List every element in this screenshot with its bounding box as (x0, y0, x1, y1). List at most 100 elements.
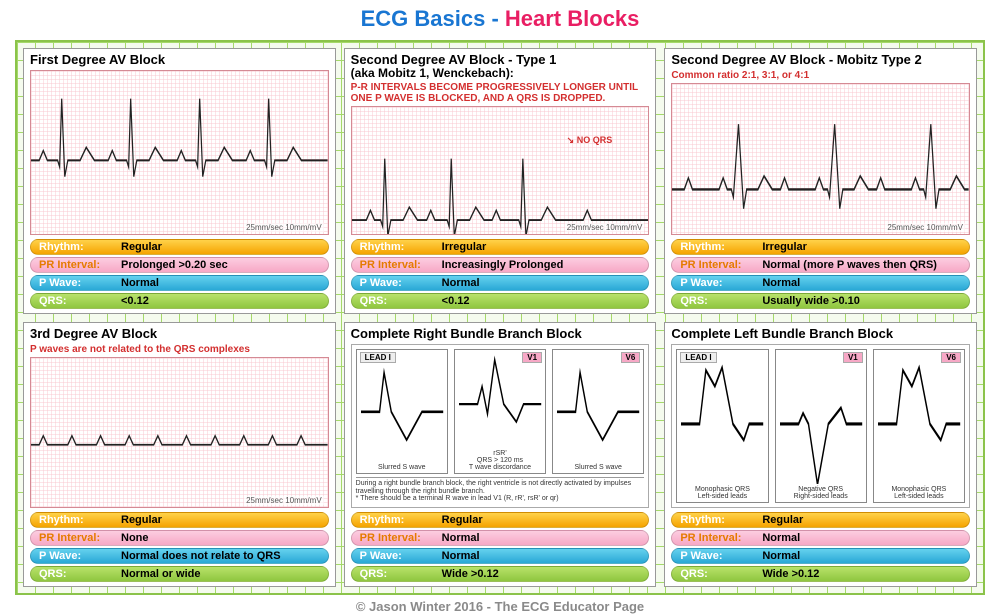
card-5: Complete Left Bundle Branch Block LEAD I M… (664, 322, 977, 588)
pill-pwave: P Wave:Normal does not relate to QRS (30, 548, 329, 564)
pill-qrs: QRS:<0.12 (351, 293, 650, 309)
pill-pwave: P Wave:Normal (671, 548, 970, 564)
pill-value: None (121, 532, 149, 544)
pill-pwave: P Wave:Normal (351, 548, 650, 564)
pill-label: P Wave: (360, 277, 442, 289)
pill-label: PR Interval: (39, 259, 121, 271)
pill-label: QRS: (360, 295, 442, 307)
lead-label: V6 (941, 352, 961, 363)
pill-label: QRS: (360, 568, 442, 580)
pill-label: P Wave: (680, 277, 762, 289)
title-part1: ECG Basics (361, 6, 486, 31)
lead-caption: Slurred S wave (553, 462, 643, 473)
ecg-scale-label: 25mm/sec 10mm/mV (565, 223, 645, 232)
ecg-strip: 25mm/sec 10mm/mV (30, 357, 329, 509)
title-dash: - (485, 6, 505, 31)
pill-qrs: QRS:Wide >0.12 (671, 566, 970, 582)
lead-caption: rSR'QRS > 120 msT wave discordance (455, 448, 545, 473)
pill-label: PR Interval: (39, 532, 121, 544)
pill-value: <0.12 (121, 295, 149, 307)
card-title: Second Degree AV Block - Mobitz Type 2 (671, 53, 970, 68)
properties-list: Rhythm:IrregularPR Interval:Increasingly… (351, 239, 650, 309)
pill-rhythm: Rhythm:Regular (671, 512, 970, 528)
card-note: P-R INTERVALS BECOME PROGRESSIVELY LONGE… (351, 82, 650, 104)
pill-label: QRS: (680, 295, 762, 307)
properties-list: Rhythm:RegularPR Interval:NoneP Wave:Nor… (30, 512, 329, 582)
pill-value: Normal (762, 532, 800, 544)
pill-label: P Wave: (39, 550, 121, 562)
pill-qrs: QRS:Usually wide >0.10 (671, 293, 970, 309)
pill-pwave: P Wave:Normal (671, 275, 970, 291)
card-title: Complete Left Bundle Branch Block (671, 327, 970, 342)
bbb-description: During a right bundle branch block, the … (356, 477, 645, 503)
cards-grid: First Degree AV Block 25mm/sec 10mm/mV Rhy… (23, 48, 977, 587)
pill-rhythm: Rhythm:Regular (30, 512, 329, 528)
pill-label: PR Interval: (360, 259, 442, 271)
pill-value: Normal (762, 550, 800, 562)
pill-label: PR Interval: (360, 532, 442, 544)
pill-value: Regular (442, 514, 483, 526)
ecg-strip: 25mm/sec 10mm/mV ↘ NO QRS (351, 106, 650, 234)
pill-label: QRS: (39, 568, 121, 580)
lead-box: V1rSR'QRS > 120 msT wave discordance (454, 349, 546, 474)
ecg-scale-label: 25mm/sec 10mm/mV (885, 223, 965, 232)
bbb-panel: LEAD I Monophasic QRSLeft-sided leads V1Ne… (671, 344, 970, 509)
card-4: Complete Right Bundle Branch Block LEAD I… (344, 322, 657, 588)
properties-list: Rhythm:IrregularPR Interval:Normal (more… (671, 239, 970, 309)
pill-value: Normal (442, 277, 480, 289)
ecg-strip: 25mm/sec 10mm/mV (30, 70, 329, 235)
pill-label: P Wave: (39, 277, 121, 289)
pill-pr: PR Interval:Normal (671, 530, 970, 546)
card-0: First Degree AV Block 25mm/sec 10mm/mV Rhy… (23, 48, 336, 314)
pill-pr: PR Interval:Normal (351, 530, 650, 546)
pill-value: Normal does not relate to QRS (121, 550, 281, 562)
lead-caption: Negative QRSRight-sided leads (776, 484, 866, 502)
pill-value: Normal (442, 550, 480, 562)
card-3: 3rd Degree AV BlockP waves are not relat… (23, 322, 336, 588)
pill-value: Regular (121, 514, 162, 526)
pill-qrs: QRS:Wide >0.12 (351, 566, 650, 582)
card-note: Common ratio 2:1, 3:1, or 4:1 (671, 70, 970, 81)
pill-pwave: P Wave:Normal (351, 275, 650, 291)
pill-label: P Wave: (680, 550, 762, 562)
pill-label: PR Interval: (680, 532, 762, 544)
lead-box: V1Negative QRSRight-sided leads (775, 349, 867, 504)
pill-qrs: QRS:Normal or wide (30, 566, 329, 582)
pill-label: QRS: (680, 568, 762, 580)
lead-caption: Monophasic QRSLeft-sided leads (677, 484, 767, 502)
pill-label: PR Interval: (680, 259, 762, 271)
footer-credit: © Jason Winter 2016 - The ECG Educator P… (0, 599, 1000, 614)
lead-label: LEAD I (680, 352, 716, 363)
ecg-annotation: ↘ NO QRS (567, 135, 613, 146)
pill-rhythm: Rhythm:Irregular (351, 239, 650, 255)
ecg-scale-label: 25mm/sec 10mm/mV (244, 496, 324, 505)
page-title: ECG Basics - Heart Blocks (0, 0, 1000, 38)
pill-label: Rhythm: (360, 514, 442, 526)
card-title: First Degree AV Block (30, 53, 329, 68)
lead-box: V6Monophasic QRSLeft-sided leads (873, 349, 965, 504)
green-grid-background: First Degree AV Block 25mm/sec 10mm/mV Rhy… (15, 40, 985, 595)
pill-label: Rhythm: (680, 514, 762, 526)
card-2: Second Degree AV Block - Mobitz Type 2 Co… (664, 48, 977, 314)
pill-value: Irregular (762, 241, 807, 253)
card-title: Complete Right Bundle Branch Block (351, 327, 650, 342)
pill-value: Irregular (442, 241, 487, 253)
bbb-panel: LEAD ISlurred S waveV1rSR'QRS > 120 msT … (351, 344, 650, 509)
properties-list: Rhythm:RegularPR Interval:NormalP Wave:N… (671, 512, 970, 582)
lead-label: V6 (621, 352, 641, 363)
pill-value: Regular (121, 241, 162, 253)
pill-label: QRS: (39, 295, 121, 307)
card-title: 3rd Degree AV Block (30, 327, 329, 342)
pill-pr: PR Interval:None (30, 530, 329, 546)
card-title: Second Degree AV Block - Type 1(aka Mobi… (351, 53, 650, 80)
pill-label: P Wave: (360, 550, 442, 562)
title-part2: Heart Blocks (505, 6, 640, 31)
lead-label: LEAD I (360, 352, 396, 363)
lead-box: LEAD ISlurred S wave (356, 349, 448, 474)
pill-label: Rhythm: (360, 241, 442, 253)
pill-value: Normal or wide (121, 568, 200, 580)
pill-label: Rhythm: (39, 241, 121, 253)
pill-rhythm: Rhythm:Regular (30, 239, 329, 255)
pill-value: Normal (more P waves then QRS) (762, 259, 937, 271)
pill-value: <0.12 (442, 295, 470, 307)
